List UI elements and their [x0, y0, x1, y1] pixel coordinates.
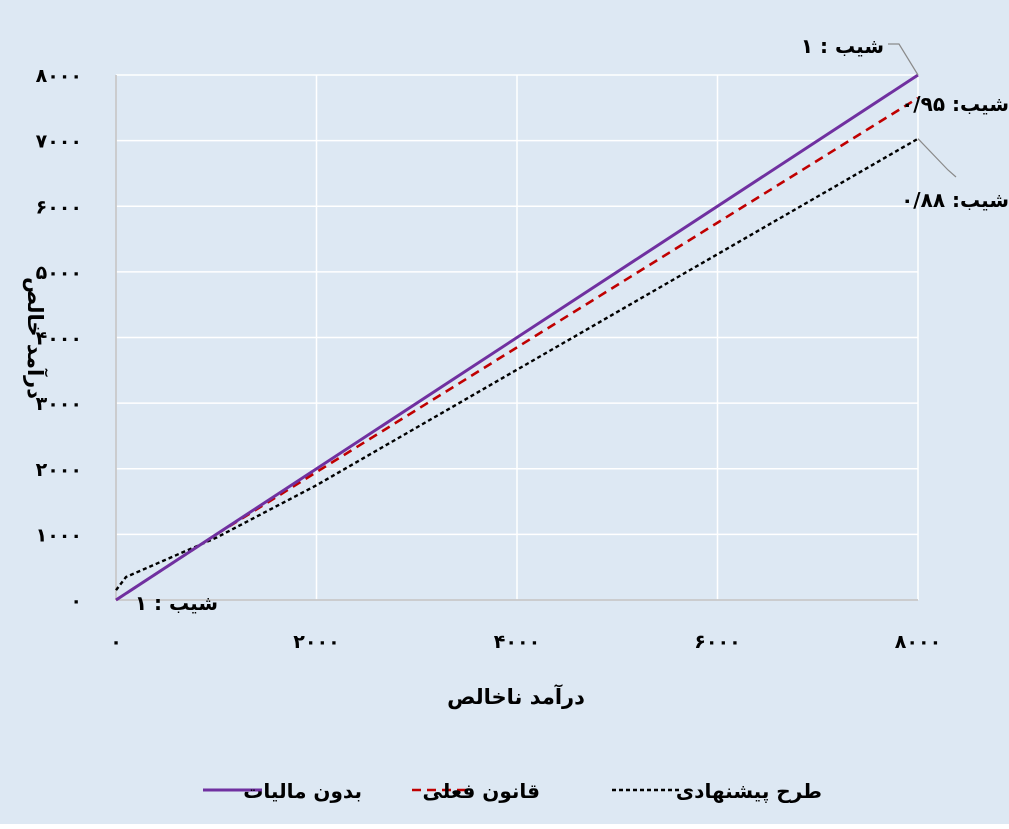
x-axis-title: درآمد ناخالص: [447, 684, 585, 709]
y-tick-label: ۰: [70, 590, 82, 612]
legend-label: طرح پیشنهادی: [676, 779, 822, 804]
x-tick-label: ۰: [110, 631, 122, 653]
x-tick-label: ۴۰۰۰: [494, 631, 540, 653]
legend-label: قانون فعلی: [423, 779, 540, 803]
y-tick-label: ۲۰۰۰: [36, 459, 82, 481]
series-line: [115, 73, 919, 602]
y-tick-label: ۶۰۰۰: [36, 196, 82, 218]
annotation-label: شیب : ۱: [135, 591, 218, 615]
y-tick-label: ۴۰۰۰: [36, 328, 82, 350]
annotation-label: شیب: ۰/۸۸: [901, 188, 1009, 212]
y-tick-label: ۱۰۰۰: [36, 524, 82, 546]
y-tick-label: ۷۰۰۰: [36, 131, 82, 153]
axes: [115, 75, 918, 601]
y-tick-label: ۵۰۰۰: [36, 262, 82, 284]
annotation-leader: [888, 43, 919, 76]
tick-labels: ۰ ۱۰۰۰ ۲۰۰۰ ۳۰۰۰ ۴۰۰۰ ۵۰۰۰ ۶۰۰۰ ۷۰۰۰ ۸۰۰۰ ۰ ۲۰۰۰ ۴۰…: [36, 65, 942, 653]
x-tick-label: ۸۰۰۰: [895, 631, 941, 653]
x-tick-label: ۲۰۰۰: [293, 631, 339, 653]
legend: بدون مالیات قانون فعلی طرح پیشنهادی: [203, 779, 822, 804]
x-tick-label: ۶۰۰۰: [694, 631, 740, 653]
legend-label: بدون مالیات: [243, 779, 362, 803]
series-lines: [115, 73, 919, 602]
annotation-label: شیب: ۰/۹۵: [901, 92, 1009, 116]
y-tick-label: ۸۰۰۰: [36, 65, 82, 87]
y-axis-title: درآمد خالص: [23, 277, 48, 399]
annotations: شیب : ۱ شیب: ۰/۹۵ شیب: ۰/۸۸ شیب : ۱: [135, 34, 1009, 615]
y-tick-label: ۳۰۰۰: [36, 393, 82, 415]
annotation-label: شیب : ۱: [801, 34, 884, 58]
series-line: [115, 137, 919, 591]
annotation-leader: [917, 138, 957, 178]
